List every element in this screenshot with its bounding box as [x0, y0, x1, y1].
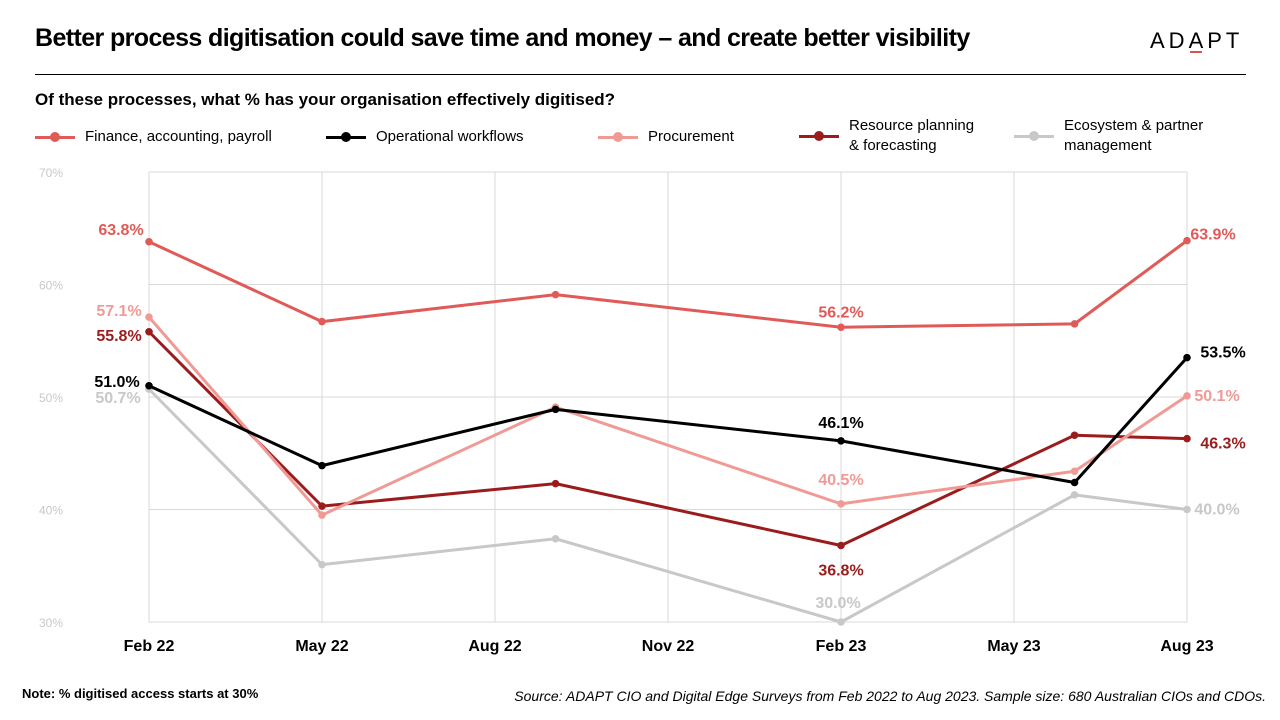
legend-swatch-ecosystem: [1014, 129, 1054, 143]
data-point-resource: [318, 502, 326, 510]
x-tick-label: Aug 22: [468, 638, 521, 655]
x-tick-label: Feb 23: [816, 638, 867, 655]
legend-label-finance: Finance, accounting, payroll: [85, 128, 272, 145]
series-line-resource: [147, 330, 1188, 547]
x-tick-label: May 23: [987, 638, 1040, 655]
data-point-operational: [551, 405, 560, 414]
data-point-ecosystem: [1070, 491, 1079, 499]
source-citation: Source: ADAPT CIO and Digital Edge Surve…: [514, 688, 1266, 704]
data-point-operational: [145, 381, 153, 390]
data-label-resource: 55.8%: [96, 328, 141, 345]
y-tick-label: 30%: [39, 616, 63, 630]
data-point-operational: [1183, 353, 1191, 362]
data-point-resource: [837, 541, 845, 550]
adapt-logo: ADAPT: [1150, 28, 1244, 53]
series-line-procurement: [147, 316, 1188, 517]
data-label-operational: 51.0%: [94, 374, 139, 391]
title-divider: [35, 74, 1246, 75]
data-label-operational: 46.1%: [818, 415, 863, 432]
data-point-procurement: [1070, 467, 1079, 476]
x-tick-label: Aug 23: [1160, 638, 1213, 655]
x-tick-label: May 22: [295, 638, 348, 655]
data-point-operational: [318, 461, 326, 470]
data-point-resource: [1183, 434, 1191, 443]
chart-subtitle: Of these processes, what % has your orga…: [35, 90, 616, 109]
y-tick-label: 50%: [39, 391, 63, 405]
data-point-procurement: [318, 511, 326, 519]
data-label-resource: 36.8%: [818, 563, 863, 580]
data-point-finance: [551, 290, 560, 299]
data-label-procurement: 40.5%: [818, 472, 863, 489]
data-label-finance: 63.8%: [98, 222, 143, 239]
legend-item-ecosystem: Ecosystem & partner management: [1014, 116, 1203, 156]
data-label-procurement: 57.1%: [96, 303, 141, 320]
x-tick-label: Feb 22: [124, 638, 175, 655]
data-label-ecosystem: 50.7%: [95, 390, 140, 407]
series-line-finance: [148, 239, 1188, 329]
y-tick-label: 40%: [39, 504, 63, 518]
data-label-procurement: 50.1%: [1194, 388, 1239, 405]
data-label-finance: 63.9%: [1190, 227, 1235, 244]
legend-swatch-operational: [326, 130, 366, 144]
data-label-ecosystem: 30.0%: [815, 595, 860, 612]
data-label-operational: 53.5%: [1200, 345, 1245, 362]
data-label-finance: 56.2%: [818, 304, 863, 321]
data-label-ecosystem: 40.0%: [1194, 502, 1239, 519]
legend-label-resource: Resource planning & forecasting: [849, 117, 975, 154]
y-tick-label: 60%: [39, 279, 63, 293]
data-point-operational: [1070, 478, 1079, 487]
data-point-resource: [145, 327, 153, 336]
legend-item-resource: Resource planning & forecasting: [799, 116, 974, 156]
data-point-ecosystem: [318, 560, 326, 569]
legend-swatch-procurement: [598, 130, 638, 144]
y-tick-label: 70%: [39, 166, 63, 180]
data-point-procurement: [837, 500, 845, 508]
data-point-finance: [837, 323, 845, 332]
legend-label-ecosystem: Ecosystem & partner management: [1064, 117, 1204, 154]
series-line-ecosystem: [147, 388, 1188, 624]
data-point-ecosystem: [551, 534, 560, 543]
data-point-finance: [1070, 320, 1079, 328]
data-label-resource: 46.3%: [1200, 436, 1245, 453]
x-tick-label: Nov 22: [642, 638, 695, 655]
legend-item-operational: Operational workflows: [326, 127, 524, 147]
data-point-finance: [145, 237, 153, 246]
data-point-resource: [1070, 431, 1079, 440]
data-point-operational: [837, 437, 845, 445]
series-line-operational: [148, 356, 1189, 484]
page-title: Better process digitisation could save t…: [35, 24, 970, 52]
legend-item-finance: Finance, accounting, payroll: [35, 127, 272, 147]
data-point-resource: [551, 479, 560, 488]
data-point-procurement: [145, 313, 153, 321]
data-point-procurement: [1183, 392, 1191, 400]
data-point-ecosystem: [837, 618, 845, 626]
legend-label-procurement: Procurement: [648, 128, 734, 145]
legend-swatch-finance: [35, 130, 75, 144]
data-point-finance: [1183, 236, 1191, 245]
legend-swatch-resource: [799, 129, 839, 143]
legend-item-procurement: Procurement: [598, 127, 734, 147]
data-point-ecosystem: [1183, 505, 1191, 514]
legend-label-operational: Operational workflows: [376, 128, 524, 145]
chart-note: Note: % digitised access starts at 30%: [22, 686, 259, 701]
data-point-finance: [318, 317, 326, 326]
